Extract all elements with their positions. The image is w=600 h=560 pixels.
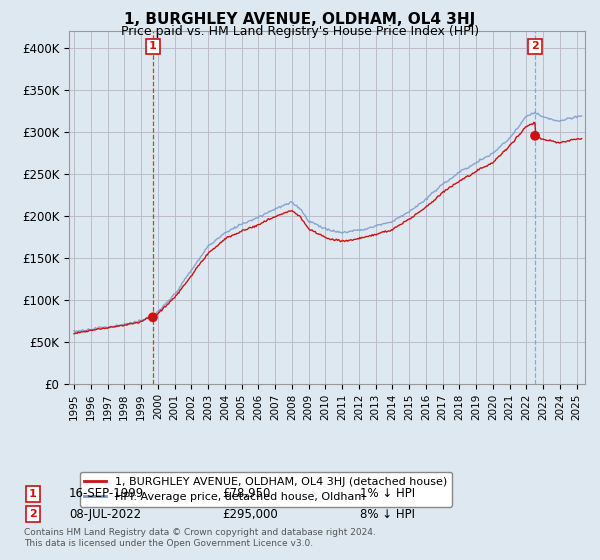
Text: 1, BURGHLEY AVENUE, OLDHAM, OL4 3HJ: 1, BURGHLEY AVENUE, OLDHAM, OL4 3HJ bbox=[124, 12, 476, 27]
Text: 2: 2 bbox=[29, 509, 37, 519]
Text: 16-SEP-1999: 16-SEP-1999 bbox=[69, 487, 144, 501]
Legend: 1, BURGHLEY AVENUE, OLDHAM, OL4 3HJ (detached house), HPI: Average price, detach: 1, BURGHLEY AVENUE, OLDHAM, OL4 3HJ (det… bbox=[80, 472, 452, 506]
Text: 1: 1 bbox=[29, 489, 37, 499]
Text: Contains HM Land Registry data © Crown copyright and database right 2024.
This d: Contains HM Land Registry data © Crown c… bbox=[24, 528, 376, 548]
Text: 2: 2 bbox=[531, 41, 539, 52]
Point bbox=[148, 313, 158, 322]
Text: 1: 1 bbox=[149, 41, 157, 52]
Text: £295,000: £295,000 bbox=[222, 507, 278, 521]
Text: 1% ↓ HPI: 1% ↓ HPI bbox=[360, 487, 415, 501]
Point bbox=[530, 132, 540, 141]
Text: 08-JUL-2022: 08-JUL-2022 bbox=[69, 507, 141, 521]
Text: 8% ↓ HPI: 8% ↓ HPI bbox=[360, 507, 415, 521]
Text: £78,950: £78,950 bbox=[222, 487, 271, 501]
Text: Price paid vs. HM Land Registry's House Price Index (HPI): Price paid vs. HM Land Registry's House … bbox=[121, 25, 479, 38]
